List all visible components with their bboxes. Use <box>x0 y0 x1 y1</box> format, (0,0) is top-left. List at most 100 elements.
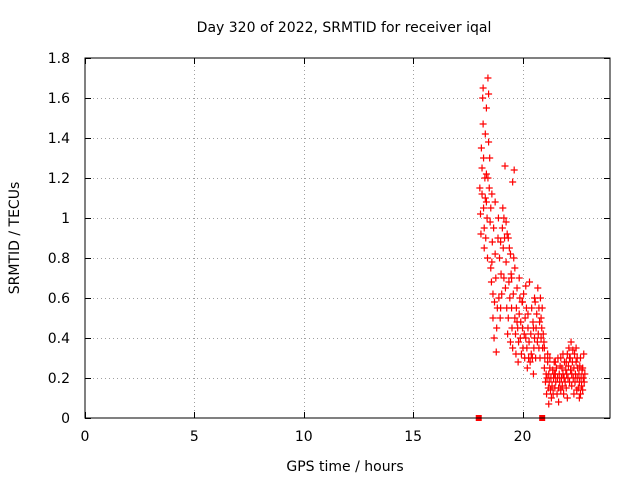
data-point <box>495 294 503 302</box>
data-point <box>513 284 521 292</box>
data-point <box>521 314 529 322</box>
data-point <box>506 250 514 258</box>
data-point <box>500 214 508 222</box>
data-point <box>509 344 517 352</box>
data-point <box>557 386 565 394</box>
data-point <box>501 162 509 170</box>
data-point <box>545 400 553 408</box>
data-point <box>558 364 566 372</box>
data-point <box>555 398 563 406</box>
data-point <box>512 304 520 312</box>
data-point <box>485 138 493 146</box>
data-point <box>486 154 494 162</box>
data-point <box>529 370 537 378</box>
data-point <box>488 238 496 246</box>
data-point <box>551 358 559 366</box>
data-point <box>502 218 510 226</box>
data-point <box>581 370 589 378</box>
data-point <box>568 382 576 390</box>
data-point <box>576 354 584 362</box>
data-point <box>570 390 578 398</box>
data-point <box>529 324 537 332</box>
data-point <box>564 362 572 370</box>
data-point <box>484 74 492 82</box>
axis-ticks: 0 5 10 15 20 0 0.2 0.4 0.6 0.8 1 1.2 1.4 1.6 1.8 <box>48 51 610 445</box>
data-point <box>533 338 541 346</box>
data-point <box>492 348 500 356</box>
data-point <box>497 304 505 312</box>
data-point <box>529 318 537 326</box>
data-point <box>526 278 533 286</box>
x-tick-label: 0 <box>81 429 90 445</box>
data-point <box>482 234 490 242</box>
x-tick-label: 10 <box>295 429 313 445</box>
data-points <box>475 74 589 421</box>
data-point <box>478 164 486 172</box>
data-point <box>490 224 498 232</box>
data-point <box>522 334 530 342</box>
data-point <box>540 338 548 346</box>
data-point <box>505 244 513 252</box>
data-point <box>520 290 528 298</box>
data-point <box>578 382 586 390</box>
data-point <box>512 330 519 338</box>
data-point <box>482 104 490 112</box>
data-point <box>497 270 505 278</box>
data-point <box>481 194 489 202</box>
data-point <box>523 344 531 352</box>
data-point <box>544 358 552 366</box>
data-point <box>531 298 539 306</box>
data-point <box>549 366 557 374</box>
data-point <box>508 274 516 282</box>
data-point <box>498 224 506 232</box>
y-axis-label: SRMTID / TECUs <box>7 182 23 295</box>
data-point <box>575 370 583 378</box>
data-point <box>547 386 554 394</box>
data-point <box>538 324 546 332</box>
data-point <box>519 298 526 306</box>
y-tick-label: 1.4 <box>48 131 70 147</box>
data-point <box>533 310 541 318</box>
data-point <box>509 178 517 186</box>
data-point <box>506 294 514 302</box>
data-point <box>488 258 496 266</box>
data-point <box>479 94 487 102</box>
data-point <box>487 264 495 272</box>
data-point <box>525 338 533 346</box>
data-point <box>497 238 505 246</box>
data-point <box>527 330 535 338</box>
data-point <box>536 318 544 326</box>
data-point <box>480 224 488 232</box>
x-tick-label: 20 <box>514 429 532 445</box>
data-point <box>539 330 547 338</box>
y-tick-label: 0.2 <box>48 371 70 387</box>
data-point <box>560 390 568 398</box>
data-point <box>483 214 491 222</box>
data-point <box>488 190 496 198</box>
data-point <box>494 234 502 242</box>
data-point <box>515 274 523 282</box>
x-tick-label: 15 <box>404 429 422 445</box>
data-point <box>489 290 497 298</box>
data-point <box>487 278 495 286</box>
data-point <box>571 350 579 358</box>
data-point <box>481 130 489 138</box>
data-point <box>514 358 522 366</box>
data-point <box>485 90 493 98</box>
data-point <box>509 290 517 298</box>
data-point <box>503 230 511 238</box>
data-point <box>563 394 571 402</box>
y-tick-label: 1.2 <box>48 171 70 187</box>
data-point <box>523 364 531 372</box>
x-axis-label: GPS time / hours <box>286 459 403 475</box>
data-point <box>526 358 534 366</box>
data-point <box>484 174 492 182</box>
data-point <box>491 198 499 206</box>
data-point <box>520 330 528 338</box>
data-point <box>489 314 497 322</box>
chart-title: Day 320 of 2022, SRMTID for receiver iqa… <box>197 20 492 36</box>
data-point <box>482 198 490 206</box>
y-tick-label: 1 <box>61 211 70 227</box>
data-point <box>579 386 587 394</box>
